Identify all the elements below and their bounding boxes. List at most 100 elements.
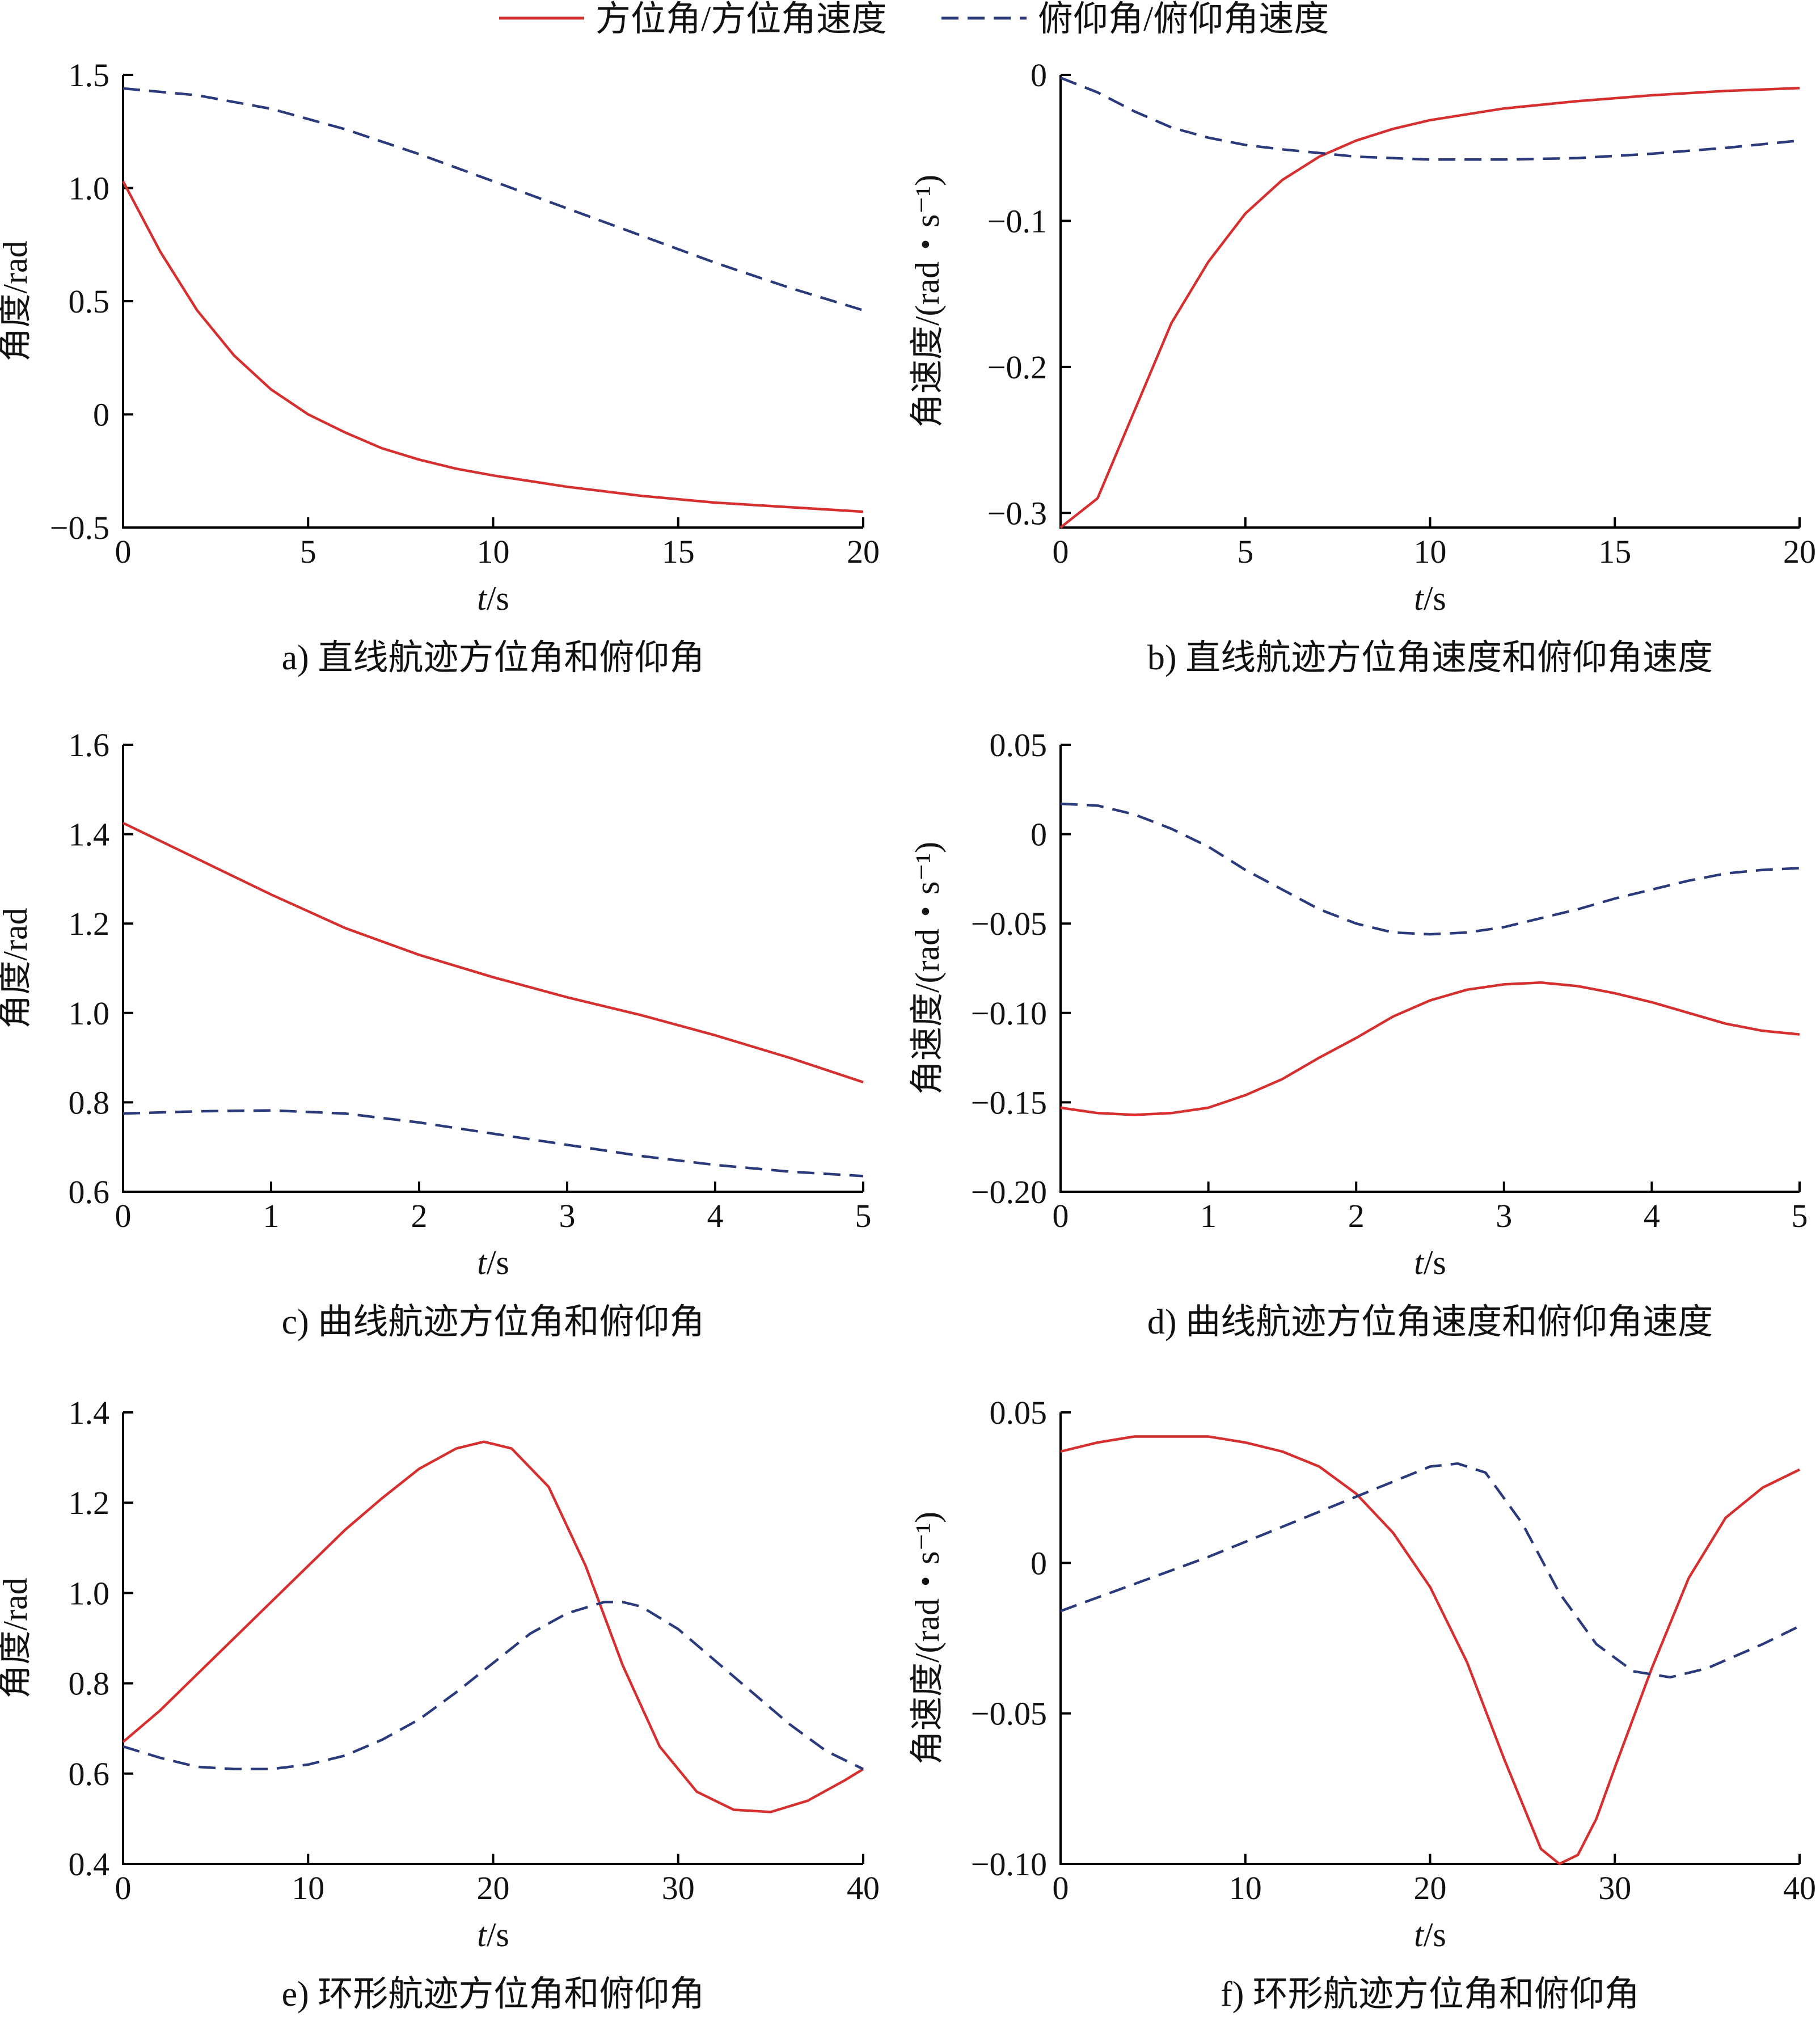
x-tick-label: 10	[1229, 1870, 1262, 1906]
chart-panel-4: 0 1 2 3 4 5 −0.20 −0.15 −0.10 −0.05 0 0.05 角速度/(rad・…	[909, 727, 1808, 1341]
legend: 方位角/方位角速度 俯仰角/俯仰角速度	[499, 0, 1329, 39]
y-tick-label: 1.0	[69, 170, 110, 207]
x-axis-label: t/s	[1414, 580, 1446, 617]
x-tick-label: 2	[1348, 1197, 1365, 1234]
y-tick-label: −0.2	[987, 349, 1047, 386]
y-tick-label: 1.2	[69, 1484, 110, 1521]
x-tick-label: 20	[1414, 1870, 1447, 1906]
y-tick-label: −0.05	[971, 905, 1047, 942]
x-axis-label-var: t	[477, 1244, 487, 1281]
y-tick-label: −0.15	[971, 1084, 1047, 1121]
axis-lines	[122, 745, 863, 1193]
series-line-1	[122, 1440, 864, 1813]
x-tick-label: 20	[1783, 533, 1816, 570]
y-tick-label: 0	[93, 396, 109, 433]
y-axis-label: 角速度/(rad・s⁻¹)	[909, 1512, 946, 1765]
x-tick-label: 0	[115, 1197, 132, 1234]
x-tick-label: 5	[1237, 533, 1253, 570]
x-axis-label-var: t	[477, 1916, 487, 1954]
y-tick-label: −0.1	[987, 202, 1047, 239]
y-axis-label: 角度/rad	[0, 241, 34, 361]
y-tick-label: 1.4	[69, 816, 110, 853]
x-tick-label: 5	[855, 1197, 872, 1234]
series-line-1	[1060, 1435, 1800, 1866]
series-line-2	[123, 1109, 864, 1178]
y-tick-label: 1.4	[69, 1394, 110, 1431]
x-tick-label: 0	[115, 533, 132, 570]
x-tick-label: 10	[477, 533, 510, 570]
series-line-2	[1060, 1462, 1800, 1679]
x-tick-label: 20	[847, 533, 880, 570]
x-tick-label: 30	[662, 1870, 695, 1906]
y-axis-label: 角度/rad	[0, 908, 34, 1028]
y-tick-label: 0.5	[69, 283, 110, 320]
x-tick-label: 0	[115, 1870, 132, 1906]
chart-panel-3: 0 1 2 3 4 5 0.6 0.8 1.0 1.2 1.4 1.6 角度/rad t/s c) 曲线航迹…	[0, 727, 872, 1341]
x-tick-label: 30	[1598, 1870, 1631, 1906]
panel-caption: c) 曲线航迹方位角和俯仰角	[282, 1303, 705, 1341]
y-tick-label: 1.0	[69, 995, 110, 1032]
y-axis-label: 角速度/(rad・s⁻¹)	[909, 175, 946, 428]
chart-panel-5: 0 10 20 30 40 0.4 0.6 0.8 1.0 1.2 1.4 角度/rad t/s e) 环…	[0, 1394, 880, 2014]
x-tick-label: 10	[292, 1870, 324, 1906]
x-axis-label-var: t	[1414, 1916, 1424, 1954]
y-tick-label: −0.05	[971, 1695, 1047, 1732]
y-tick-label: 1.2	[69, 905, 110, 942]
x-axis-label-unit: /s	[1424, 1244, 1446, 1281]
x-axis-label-unit: /s	[1424, 1916, 1446, 1954]
x-tick-label: 40	[1783, 1870, 1816, 1906]
y-axis-label: 角度/rad	[0, 1577, 34, 1698]
chart-panel-6: 0 10 20 30 40 −0.10 −0.05 0 0.05 角速度/(rad・s⁻¹) t/s…	[909, 1394, 1816, 2014]
x-tick-label: 5	[300, 533, 316, 570]
axis-lines	[1059, 745, 1800, 1193]
x-tick-label: 20	[477, 1870, 510, 1906]
x-axis-label: t/s	[477, 1916, 509, 1954]
series-line-1	[1060, 981, 1800, 1116]
y-tick-label: 0	[1031, 816, 1047, 853]
x-tick-label: 15	[1598, 533, 1631, 570]
series-line-2	[1060, 802, 1800, 936]
x-tick-label: 4	[1644, 1197, 1660, 1234]
x-axis-label-var: t	[1414, 1244, 1424, 1281]
x-axis-label-var: t	[477, 580, 487, 617]
x-tick-label: 1	[1200, 1197, 1217, 1234]
x-axis-label: t/s	[477, 580, 509, 617]
y-tick-label: 0.8	[69, 1084, 110, 1121]
x-axis-label-unit: /s	[487, 580, 509, 617]
series-line-1	[1059, 86, 1800, 529]
axis-lines	[122, 75, 863, 529]
x-tick-label: 5	[1792, 1197, 1808, 1234]
series-line-2	[123, 87, 864, 312]
x-axis-label-unit: /s	[487, 1244, 509, 1281]
y-tick-label: 0.4	[69, 1846, 110, 1883]
axis-lines	[1059, 1412, 1800, 1865]
y-tick-label: 0.6	[69, 1756, 110, 1792]
panel-caption: b) 直线航迹方位角速度和俯仰角速度	[1147, 639, 1713, 677]
y-tick-label: −0.10	[971, 1846, 1047, 1883]
series-line-1	[122, 180, 864, 513]
legend-label-2: 俯仰角/俯仰角速度	[1038, 0, 1329, 39]
series-line-1	[123, 821, 864, 1084]
y-tick-label: 0.6	[69, 1174, 110, 1210]
y-tick-label: 0	[1031, 57, 1047, 94]
x-axis-label-unit: /s	[487, 1916, 509, 1954]
y-tick-label: −0.5	[50, 509, 109, 546]
x-tick-label: 40	[847, 1870, 880, 1906]
y-tick-label: −0.20	[971, 1174, 1047, 1210]
series-line-2	[123, 1601, 864, 1771]
x-tick-label: 4	[707, 1197, 724, 1234]
x-tick-label: 0	[1053, 1197, 1069, 1234]
panel-caption: a) 直线航迹方位角和俯仰角	[282, 639, 705, 677]
x-axis-label: t/s	[1414, 1244, 1446, 1281]
x-tick-label: 10	[1414, 533, 1447, 570]
series-line-2	[1060, 77, 1800, 161]
panel-caption: e) 环形航迹方位角和俯仰角	[282, 1975, 705, 2014]
y-tick-label: 1.0	[69, 1575, 110, 1611]
panel-caption: f) 环形航迹方位角和俯仰角	[1221, 1975, 1640, 2014]
y-tick-label: 0.05	[990, 727, 1048, 763]
axis-lines	[1059, 75, 1800, 529]
chart-panel-2: 0 5 10 15 20 −0.3 −0.2 −0.1 0 角速度/(rad・s⁻¹) t/s b) …	[909, 57, 1816, 677]
